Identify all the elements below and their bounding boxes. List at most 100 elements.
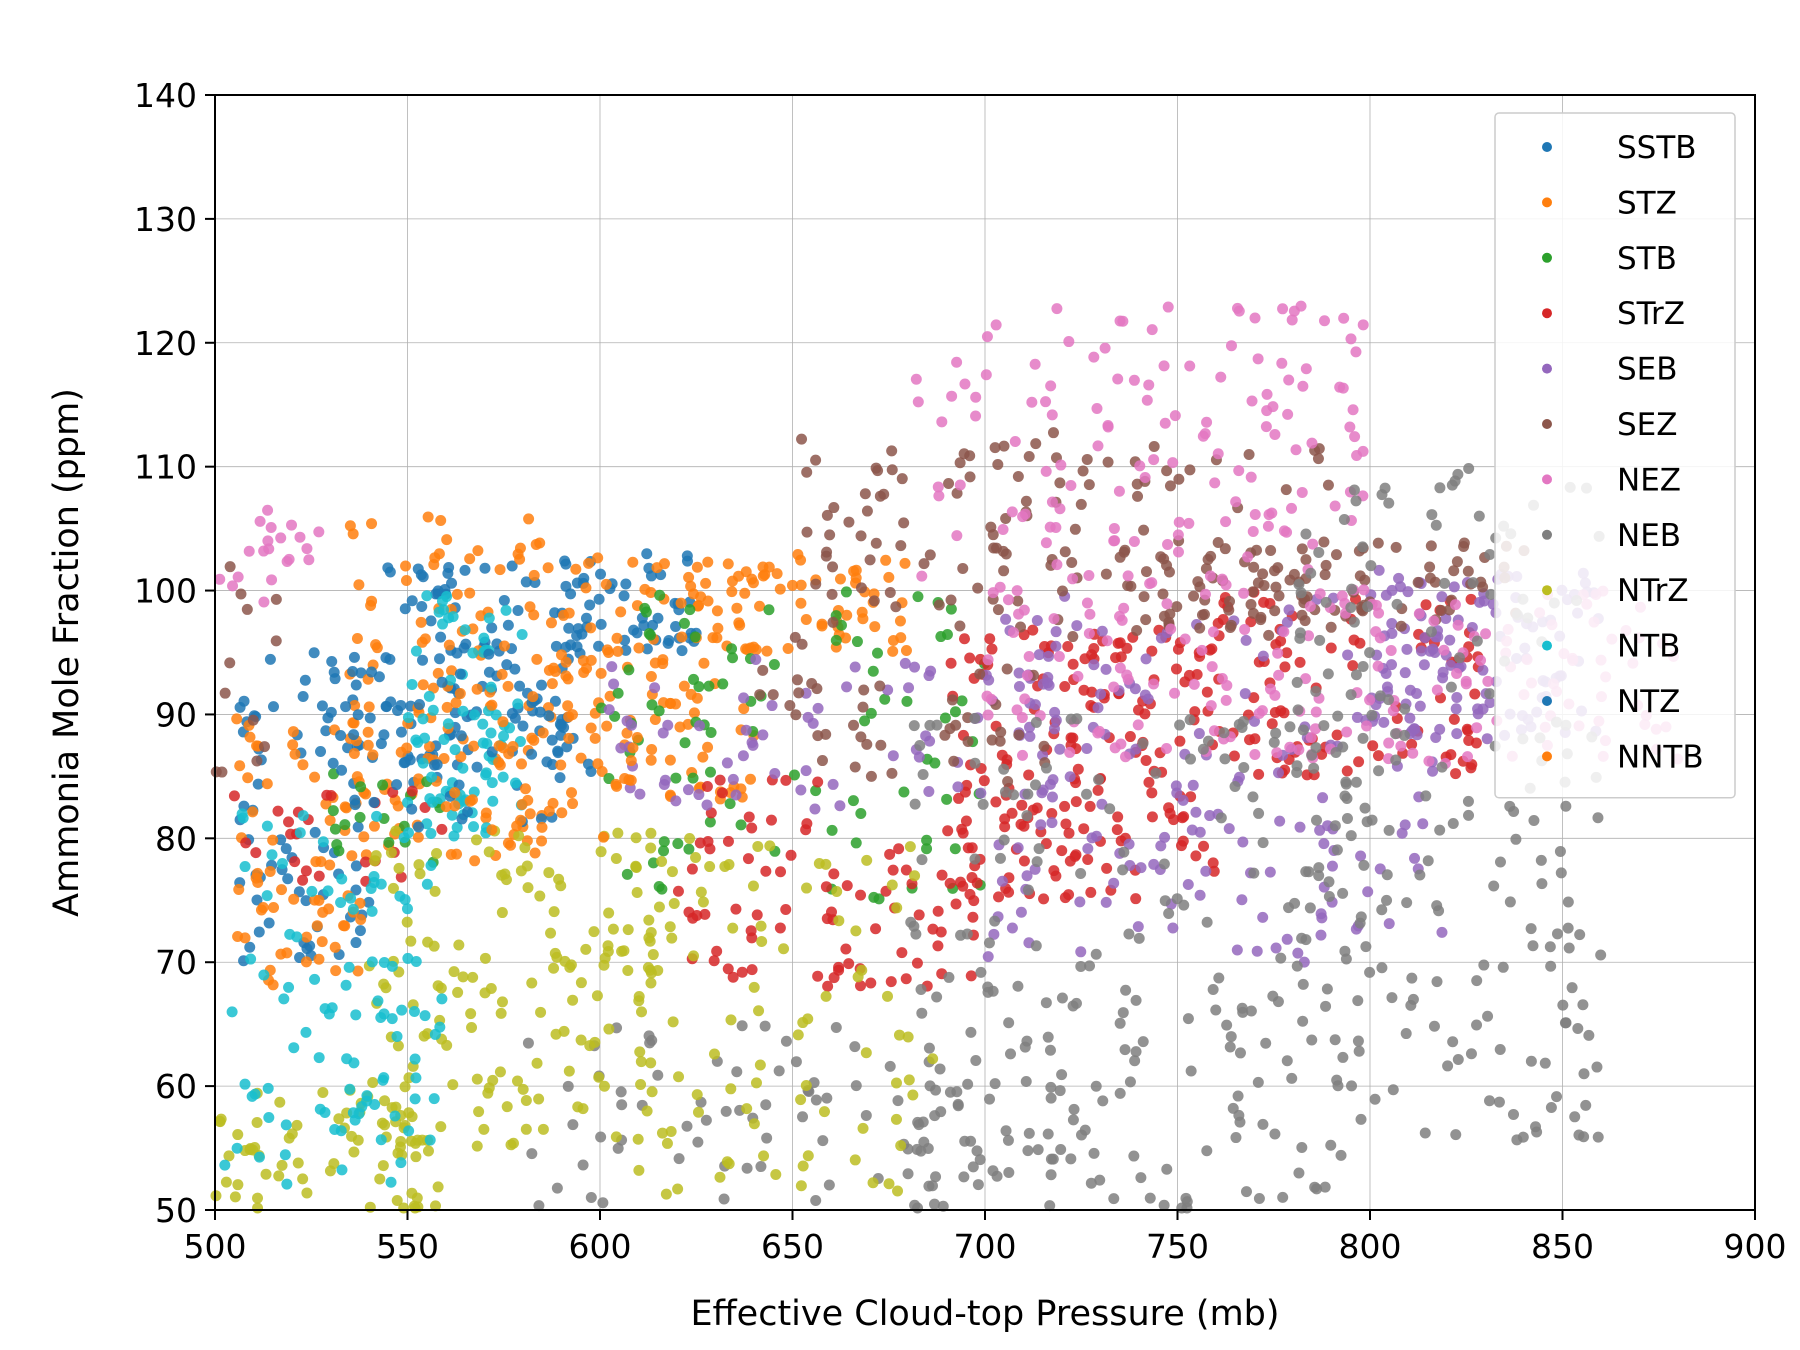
data-point <box>1350 776 1362 788</box>
data-point <box>1239 623 1251 635</box>
data-point <box>1304 601 1316 613</box>
data-point <box>395 1135 407 1147</box>
data-point <box>226 1006 238 1018</box>
data-point <box>1224 621 1236 633</box>
data-point <box>1056 845 1068 857</box>
data-point <box>426 771 438 783</box>
data-point <box>425 615 437 627</box>
data-point <box>369 1099 381 1111</box>
data-point <box>1391 598 1403 610</box>
data-point <box>1315 908 1327 920</box>
data-point <box>421 878 433 890</box>
data-point <box>1221 679 1233 691</box>
data-point <box>479 562 491 574</box>
data-point <box>1286 502 1298 514</box>
data-point <box>1557 999 1569 1011</box>
data-point <box>1177 794 1189 806</box>
data-point <box>855 889 867 901</box>
data-point <box>627 556 639 568</box>
data-point <box>399 894 411 906</box>
data-point <box>1350 669 1362 681</box>
data-point <box>543 805 555 817</box>
data-point <box>409 1093 421 1105</box>
data-point <box>899 657 911 669</box>
data-point <box>1345 333 1357 345</box>
data-point <box>759 1020 771 1032</box>
data-point <box>543 710 555 722</box>
data-point <box>558 609 570 621</box>
data-point <box>975 966 987 978</box>
data-point <box>1409 852 1421 864</box>
data-point <box>1170 663 1182 675</box>
data-point <box>399 603 411 615</box>
data-point <box>1399 703 1411 715</box>
data-point <box>1164 808 1176 820</box>
data-point <box>1357 319 1369 331</box>
data-point <box>661 1137 673 1149</box>
data-point <box>951 530 963 542</box>
data-point <box>1484 1095 1496 1107</box>
data-point <box>727 652 739 664</box>
data-point <box>512 1075 524 1087</box>
data-point <box>633 1164 645 1176</box>
data-point <box>1189 706 1201 718</box>
data-point <box>670 620 682 632</box>
data-point <box>1067 631 1079 643</box>
data-point <box>750 1077 762 1089</box>
data-point <box>1071 620 1083 632</box>
data-point <box>1263 629 1275 641</box>
data-point <box>659 774 671 786</box>
data-point <box>1527 940 1539 952</box>
data-point <box>890 1077 902 1089</box>
data-point <box>528 569 540 581</box>
data-point <box>1517 1131 1529 1143</box>
data-point <box>395 699 407 711</box>
data-point <box>1431 976 1443 988</box>
data-point <box>1408 723 1420 735</box>
data-point <box>636 1006 648 1018</box>
data-point <box>447 1079 459 1091</box>
data-point <box>1240 634 1252 646</box>
data-point <box>1164 480 1176 492</box>
data-point <box>1067 658 1079 670</box>
data-point <box>754 689 766 701</box>
data-point <box>1040 762 1052 774</box>
data-point <box>1545 960 1557 972</box>
data-point <box>326 655 338 667</box>
data-point <box>1158 360 1170 372</box>
data-point <box>691 561 703 573</box>
data-point <box>379 1119 391 1131</box>
data-point <box>1016 799 1028 811</box>
legend-label-ntb: NTB <box>1617 629 1680 665</box>
data-point <box>293 886 305 898</box>
data-point <box>542 702 554 714</box>
x-tick-label: 500 <box>184 1227 247 1266</box>
data-point <box>432 1181 444 1193</box>
data-point <box>1065 1153 1077 1165</box>
data-point <box>753 1005 765 1017</box>
data-point <box>1021 670 1033 682</box>
data-point <box>969 853 981 865</box>
data-point <box>1046 808 1058 820</box>
data-point <box>1357 445 1369 457</box>
data-point <box>1352 1035 1364 1047</box>
data-point <box>1040 465 1052 477</box>
data-point <box>438 604 450 616</box>
data-point <box>289 748 301 760</box>
data-point <box>827 616 839 628</box>
data-point <box>900 973 912 985</box>
data-point <box>1108 1193 1120 1205</box>
data-point <box>598 1080 610 1092</box>
data-point <box>414 699 426 711</box>
data-point <box>692 1106 704 1118</box>
data-point <box>453 939 465 951</box>
data-point <box>1229 780 1241 792</box>
data-point <box>275 834 287 846</box>
data-point <box>774 583 786 595</box>
data-point <box>1329 820 1341 832</box>
data-point <box>741 1162 753 1174</box>
data-point <box>1535 854 1547 866</box>
data-point <box>1545 1102 1557 1114</box>
data-point <box>612 827 624 839</box>
